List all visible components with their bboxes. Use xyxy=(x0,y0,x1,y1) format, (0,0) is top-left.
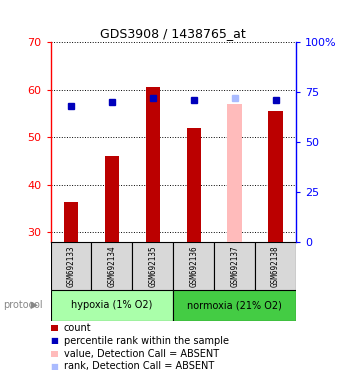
Bar xyxy=(173,290,296,321)
Bar xyxy=(132,242,173,290)
Bar xyxy=(187,128,201,242)
Bar xyxy=(227,104,242,242)
Text: hypoxia (1% O2): hypoxia (1% O2) xyxy=(71,300,153,310)
Text: count: count xyxy=(64,323,92,333)
Bar xyxy=(51,290,173,321)
Bar xyxy=(105,156,119,242)
Text: GSM692134: GSM692134 xyxy=(108,245,116,287)
Text: normoxia (21% O2): normoxia (21% O2) xyxy=(187,300,282,310)
Bar xyxy=(146,88,160,242)
Bar xyxy=(91,242,132,290)
Text: protocol: protocol xyxy=(4,300,43,310)
Bar xyxy=(64,202,78,242)
Text: ■: ■ xyxy=(51,362,58,371)
Text: percentile rank within the sample: percentile rank within the sample xyxy=(64,336,229,346)
Text: ■: ■ xyxy=(51,336,58,346)
Bar xyxy=(173,242,214,290)
Text: GSM692136: GSM692136 xyxy=(189,245,198,287)
Title: GDS3908 / 1438765_at: GDS3908 / 1438765_at xyxy=(100,26,246,40)
Text: GSM692133: GSM692133 xyxy=(66,245,75,287)
Text: rank, Detection Call = ABSENT: rank, Detection Call = ABSENT xyxy=(64,361,214,371)
Bar xyxy=(255,242,296,290)
Text: GSM692137: GSM692137 xyxy=(230,245,239,287)
Text: GSM692138: GSM692138 xyxy=(271,245,280,287)
Bar xyxy=(51,242,91,290)
Bar xyxy=(214,242,255,290)
Text: value, Detection Call = ABSENT: value, Detection Call = ABSENT xyxy=(64,349,219,359)
Bar xyxy=(269,111,283,242)
Text: GSM692135: GSM692135 xyxy=(148,245,157,287)
